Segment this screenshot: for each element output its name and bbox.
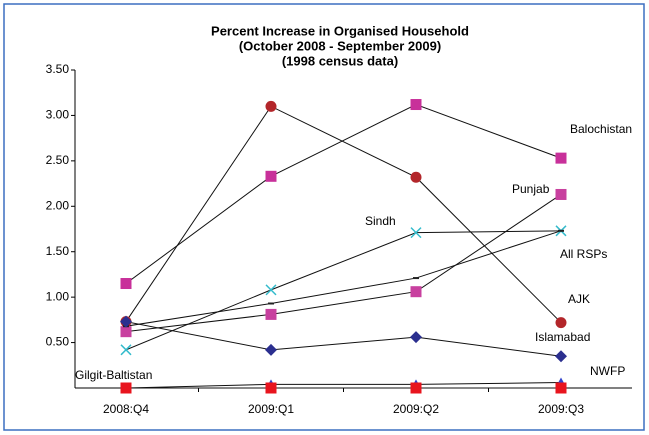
series-line [125, 105, 562, 323]
point [120, 315, 132, 328]
point [555, 188, 567, 200]
series-label: All RSPs [560, 247, 607, 261]
series-label: Balochistan [570, 122, 632, 136]
point [120, 344, 132, 356]
series-line [125, 194, 562, 333]
series-label: Islamabad [535, 330, 590, 344]
x-tick-label: 2009:Q3 [538, 402, 584, 416]
series-label: Gilgit-Baltistan [75, 368, 152, 382]
point [410, 382, 422, 394]
chart-subtitle: (October 2008 - September 2009) [239, 38, 441, 53]
point [410, 171, 422, 183]
y-tick-label: 3.00 [46, 108, 70, 122]
series-line [125, 230, 562, 351]
series-line [125, 103, 562, 284]
series-line [125, 382, 562, 389]
series-label: Punjab [512, 182, 550, 196]
y-tick-label: 2.50 [46, 153, 70, 167]
point [120, 326, 132, 338]
point [555, 382, 567, 394]
x-tick-label: 2009:Q1 [248, 402, 294, 416]
point [265, 284, 277, 296]
y-tick-label: 1.50 [46, 244, 70, 258]
y-tick-label: 0.50 [46, 335, 70, 349]
point [410, 99, 422, 111]
point [265, 382, 277, 394]
point [555, 317, 567, 329]
y-tick-label: 2.00 [46, 198, 70, 212]
point [265, 308, 277, 320]
point [410, 227, 422, 239]
point [265, 343, 277, 356]
point [555, 152, 567, 164]
chart-title: Percent Increase in Organised Household [211, 23, 469, 38]
series-line [125, 321, 562, 357]
frame [3, 3, 645, 431]
point [555, 350, 567, 363]
point [265, 170, 277, 182]
y-tick-label: 3.50 [46, 62, 70, 76]
point [120, 278, 132, 290]
point [265, 100, 277, 112]
point [410, 286, 422, 298]
point [120, 382, 132, 394]
point [410, 331, 422, 344]
series-label: NWFP [590, 364, 625, 378]
x-tick-label: 2009:Q2 [393, 402, 439, 416]
chart-subtitle: (1998 census data) [282, 53, 398, 68]
series-label: Sindh [365, 214, 396, 228]
series-label: AJK [568, 292, 590, 306]
y-tick-label: 1.00 [46, 289, 70, 303]
x-tick-label: 2008:Q4 [103, 402, 149, 416]
series-line [125, 230, 562, 327]
